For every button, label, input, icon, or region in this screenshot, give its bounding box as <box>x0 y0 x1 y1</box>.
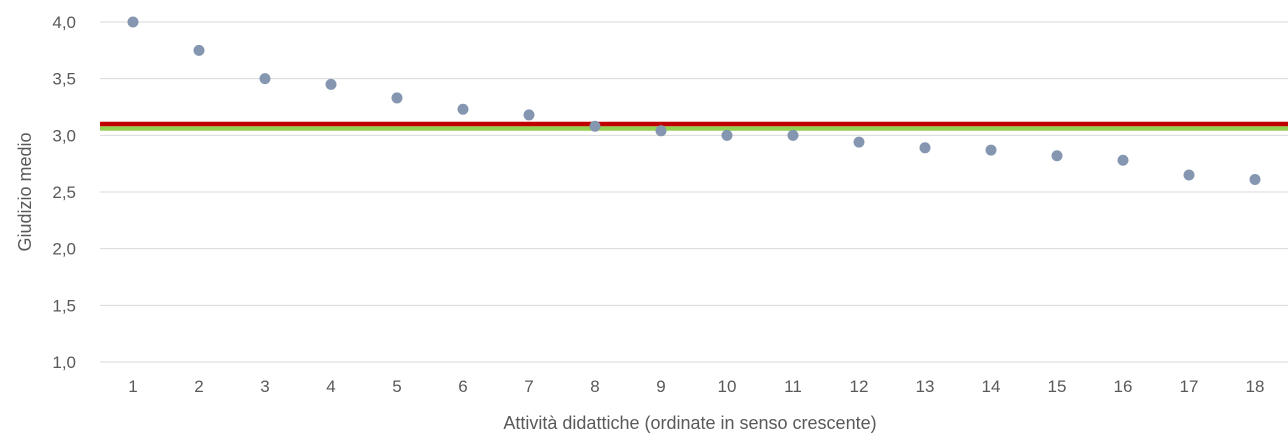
x-tick-label: 16 <box>1114 377 1133 396</box>
data-point <box>853 136 865 148</box>
data-point <box>1117 154 1129 166</box>
y-axis-label: Giudizio medio <box>15 132 35 251</box>
y-tick-label: 2,0 <box>52 240 76 259</box>
x-tick-label: 11 <box>784 377 802 396</box>
x-tick-label: 2 <box>194 377 203 396</box>
gridlines <box>100 21 1288 363</box>
y-tick-label: 4,0 <box>52 13 76 32</box>
data-point <box>259 73 271 85</box>
x-tick-label: 3 <box>260 377 269 396</box>
x-axis-ticks: 1 2 3 4 5 6 7 8 9 10 11 12 13 14 15 16 17 18 <box>128 377 1264 396</box>
data-point <box>985 144 997 156</box>
x-tick-label: 1 <box>128 377 137 396</box>
data-point <box>721 129 733 141</box>
y-axis-ticks: 1,0 1,5 2,0 2,5 3,0 3,5 4,0 <box>52 13 76 372</box>
x-tick-label: 15 <box>1048 377 1067 396</box>
x-tick-label: 12 <box>850 377 869 396</box>
x-axis-label: Attività didattiche (ordinate in senso c… <box>503 413 876 433</box>
data-point <box>919 142 931 154</box>
data-point <box>457 103 469 115</box>
x-tick-label: 13 <box>916 377 935 396</box>
data-points <box>127 16 1261 186</box>
x-tick-label: 9 <box>656 377 665 396</box>
x-tick-label: 14 <box>982 377 1001 396</box>
data-point <box>589 120 601 132</box>
y-tick-label: 2,5 <box>52 183 76 202</box>
y-tick-label: 3,0 <box>52 126 76 145</box>
data-point <box>1249 174 1261 186</box>
data-point <box>325 78 337 90</box>
data-point <box>1051 150 1063 162</box>
data-point <box>127 16 139 28</box>
data-point <box>655 125 667 137</box>
y-tick-label: 1,0 <box>52 353 76 372</box>
data-point <box>523 109 535 121</box>
data-point <box>787 129 799 141</box>
x-tick-label: 17 <box>1180 377 1199 396</box>
x-tick-label: 18 <box>1246 377 1265 396</box>
y-tick-label: 1,5 <box>52 296 76 315</box>
data-point <box>391 92 403 104</box>
x-tick-label: 10 <box>718 377 737 396</box>
reference-lines <box>100 121 1288 131</box>
y-tick-label: 3,5 <box>52 70 76 89</box>
data-point <box>193 44 205 56</box>
x-tick-label: 6 <box>458 377 467 396</box>
x-tick-label: 4 <box>326 377 335 396</box>
data-point <box>1183 169 1195 181</box>
x-tick-label: 5 <box>392 377 401 396</box>
x-tick-label: 8 <box>590 377 599 396</box>
x-tick-label: 7 <box>524 377 533 396</box>
